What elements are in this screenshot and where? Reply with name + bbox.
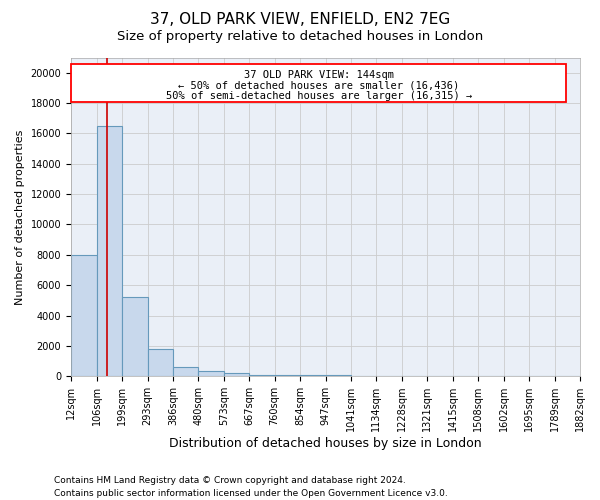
Bar — [97, 126, 122, 376]
Text: Size of property relative to detached houses in London: Size of property relative to detached ho… — [117, 30, 483, 43]
Bar — [199, 371, 224, 376]
Bar — [224, 373, 250, 376]
Y-axis label: Number of detached properties: Number of detached properties — [15, 129, 25, 304]
Text: 37 OLD PARK VIEW: 144sqm: 37 OLD PARK VIEW: 144sqm — [244, 70, 394, 80]
Bar — [173, 367, 199, 376]
Bar — [71, 255, 97, 376]
Text: Contains HM Land Registry data © Crown copyright and database right 2024.: Contains HM Land Registry data © Crown c… — [54, 476, 406, 485]
Bar — [148, 349, 173, 376]
FancyBboxPatch shape — [71, 64, 566, 102]
Bar — [250, 374, 275, 376]
Text: 37, OLD PARK VIEW, ENFIELD, EN2 7EG: 37, OLD PARK VIEW, ENFIELD, EN2 7EG — [150, 12, 450, 28]
Text: 50% of semi-detached houses are larger (16,315) →: 50% of semi-detached houses are larger (… — [166, 91, 472, 101]
X-axis label: Distribution of detached houses by size in London: Distribution of detached houses by size … — [169, 437, 482, 450]
Text: Contains public sector information licensed under the Open Government Licence v3: Contains public sector information licen… — [54, 488, 448, 498]
Bar — [122, 298, 148, 376]
Text: ← 50% of detached houses are smaller (16,436): ← 50% of detached houses are smaller (16… — [178, 80, 460, 90]
Bar — [275, 375, 300, 376]
